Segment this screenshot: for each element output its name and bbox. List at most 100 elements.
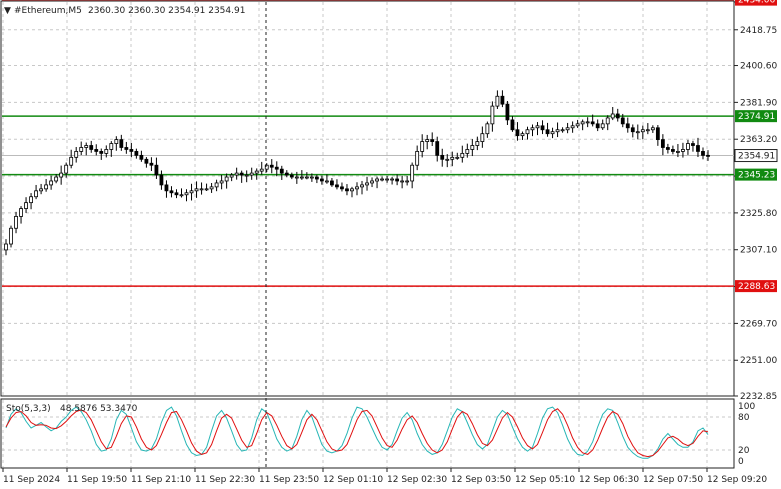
time-tick-label: 11 Sep 19:50 (67, 475, 127, 485)
time-tick-label: 11 Sep 22:30 (195, 475, 255, 485)
candle-body (375, 178, 379, 182)
candle-body (370, 180, 374, 184)
candle-body (59, 172, 64, 178)
time-tick-label: 12 Sep 01:10 (323, 475, 383, 485)
candle-body (164, 184, 169, 192)
candle-body (169, 190, 174, 194)
candle-body (355, 186, 359, 190)
candle-body (650, 127, 655, 131)
candle-body (570, 125, 575, 129)
candle-body (530, 127, 535, 131)
candle-body (299, 176, 304, 179)
candle-body (360, 184, 364, 188)
candle-body (595, 123, 600, 129)
candle-body (74, 151, 79, 158)
candle-body (540, 125, 545, 131)
candle-body (54, 176, 59, 182)
candle-body (39, 188, 43, 192)
indicator-label: Sto(5,3,3) (6, 404, 51, 414)
candle-body (630, 127, 635, 133)
candle-body (460, 152, 465, 158)
candle-body (405, 180, 410, 183)
candle-body (545, 129, 550, 135)
candle-body (104, 149, 109, 154)
time-tick-label: 12 Sep 06:30 (579, 475, 639, 485)
candle-body (124, 147, 129, 150)
candle-body (490, 105, 495, 125)
price-tick-label: 2381.90 (740, 98, 777, 108)
candle-body (314, 176, 319, 180)
candle-body (184, 192, 189, 196)
indicator-values: 48.5876 53.3470 (60, 404, 138, 414)
candle-body (445, 158, 450, 161)
chart-header: ▼ #Ethereum,M5 2360.30 2360.30 2354.91 2… (4, 6, 245, 16)
candle-body (605, 117, 610, 125)
time-tick-label: 12 Sep 05:10 (515, 475, 575, 485)
candle-body (585, 121, 590, 124)
candle-body (450, 156, 455, 160)
candle-body (510, 119, 515, 131)
candle-body (144, 158, 149, 164)
main-pane-frame (0, 0, 735, 397)
candle-body (259, 168, 264, 172)
candle-body (19, 208, 23, 217)
candle-body (350, 188, 354, 192)
candle-body (410, 164, 415, 182)
candle-body (565, 127, 570, 131)
current-price-tag (734, 149, 778, 163)
candle-body (535, 125, 540, 129)
candle-body (340, 186, 344, 190)
symbol-label: #Ethereum,M5 (14, 6, 82, 16)
grid-lines (2, 2, 734, 467)
candle-body (500, 95, 505, 105)
stoch-level-label: 100 (738, 402, 755, 412)
candle-body (365, 182, 369, 186)
price-tick-label: 2418.75 (740, 26, 777, 36)
candle-body (625, 123, 630, 129)
candle-body (4, 243, 8, 251)
time-tick-label: 11 Sep 23:50 (259, 475, 319, 485)
candle-body (229, 174, 234, 178)
time-tick-label: 12 Sep 03:50 (451, 475, 511, 485)
candle-body (701, 151, 705, 156)
candle-body (174, 192, 179, 196)
candle-body (279, 168, 284, 174)
price-tags: 2434.06 2374.91 2345.23 2288.63 2354.91 (734, 0, 778, 293)
candle-body (560, 129, 565, 132)
candle-body (686, 143, 690, 150)
candle-body (440, 154, 445, 160)
candle-body (209, 186, 214, 190)
current-price-label: 2354.91 (738, 152, 775, 162)
price-tag-target-low (735, 280, 777, 293)
candle-body (415, 151, 420, 166)
candle-body (325, 180, 329, 183)
candle-body (390, 178, 395, 181)
candle-body (199, 188, 204, 191)
candle-body (244, 174, 249, 177)
candle-body (24, 202, 28, 209)
indicator-header: Sto(5,3,3) 48.5876 53.3470 (6, 404, 138, 414)
candle-body (29, 196, 33, 204)
price-tag-label: 2374.91 (738, 112, 775, 122)
candle-body (420, 141, 425, 152)
candle-body (154, 164, 159, 176)
candle-body (94, 149, 99, 152)
price-tick-label: 2307.10 (740, 246, 777, 256)
candle-body (149, 162, 154, 166)
candle-body (660, 139, 665, 148)
candle-body (194, 188, 199, 192)
candle-body (119, 139, 124, 148)
time-tick-label: 12 Sep 02:30 (387, 475, 447, 485)
candle-body (696, 145, 700, 152)
stoch-signal-line (5, 408, 709, 458)
price-axis: 2432.852418.752400.602381.902363.202344.… (734, 0, 777, 467)
candle-body (505, 103, 510, 121)
stochastic-series (5, 406, 709, 459)
candle-body (319, 178, 324, 182)
candle-body (304, 176, 309, 179)
candle-body (254, 170, 259, 174)
candle-body (615, 113, 620, 119)
level-lines (2, 0, 734, 287)
candle-body (665, 147, 670, 150)
